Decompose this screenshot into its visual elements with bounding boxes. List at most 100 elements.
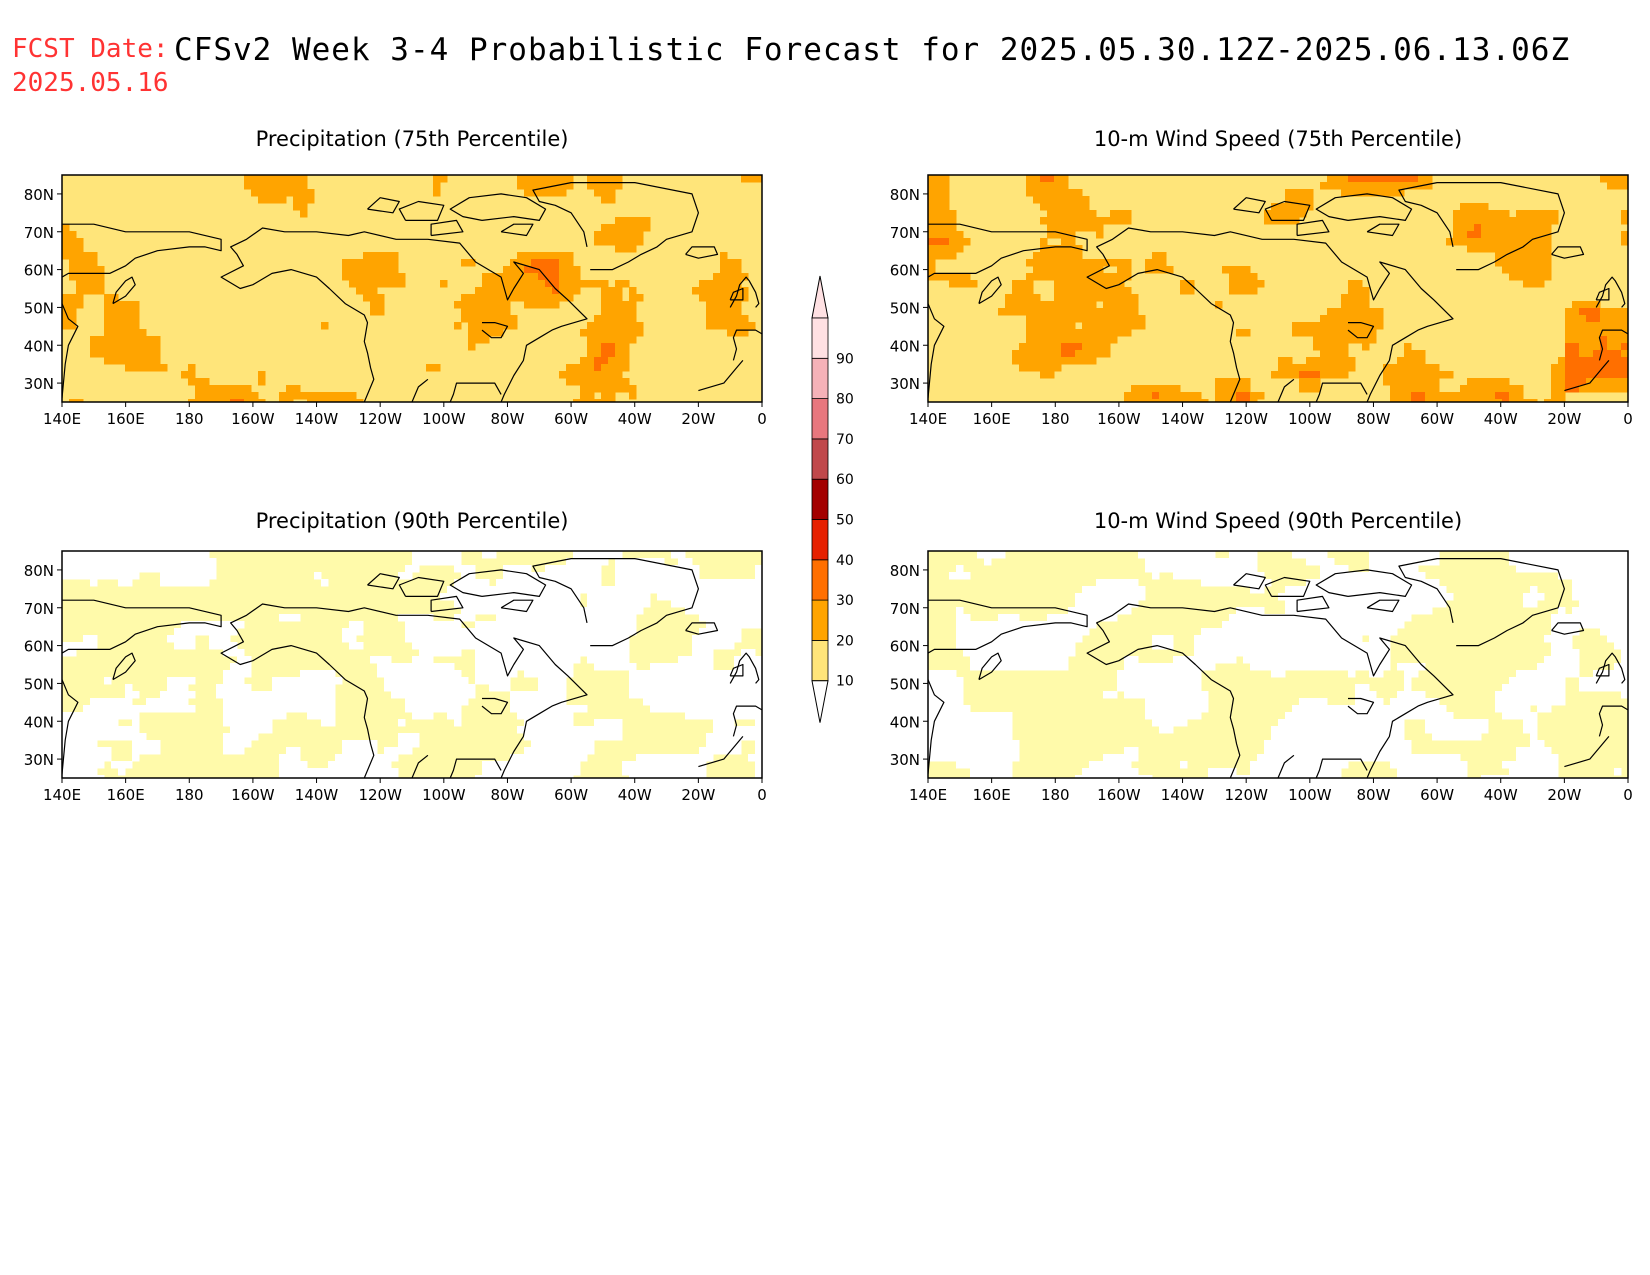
lat-tick-label: 60N [24, 638, 54, 656]
lat-tick-label: 50N [24, 299, 54, 317]
coastline [698, 360, 744, 392]
coastline [449, 569, 547, 598]
coastline [112, 276, 136, 305]
forecast-maps-figure: Precipitation (75th Percentile)140E 160E 1… [24, 127, 1633, 804]
lon-tick-label: 160W [1097, 410, 1141, 428]
colorbar-segment [811, 559, 829, 601]
coastline [1277, 754, 1295, 778]
probability-field [62, 175, 762, 402]
lon-tick-label: 100W [422, 410, 466, 428]
lat-tick-label: 60N [890, 262, 920, 280]
map-frame [927, 174, 1629, 403]
colorbar-label: 70 [836, 432, 854, 448]
colorbar-segment [811, 317, 829, 359]
figure-header: FCST Date: 2025.05.16 CFSv2 Week 3-4 Pro… [12, 30, 1632, 100]
colorbar-segment [811, 438, 829, 480]
lat-tick-label: 30N [890, 751, 920, 769]
lat-tick-label: 70N [24, 600, 54, 618]
lat-tick-label: 50N [890, 299, 920, 317]
coastline [1564, 360, 1610, 392]
coastline [1315, 193, 1413, 221]
colorbar-label: 80 [836, 392, 854, 408]
lat-tick-label: 60N [24, 262, 54, 280]
lon-tick-label: 60W [1420, 786, 1454, 804]
lon-tick-label: 0 [1623, 410, 1633, 428]
coastline [1315, 758, 1368, 778]
coastline [62, 223, 222, 278]
lon-tick-label: 160E [973, 410, 1011, 428]
coastline [729, 663, 744, 677]
lon-tick-label: 80W [490, 786, 524, 804]
colorbar-label: 10 [836, 674, 854, 690]
lat-tick-label: 40N [890, 337, 920, 355]
lon-tick-label: 140W [1161, 786, 1205, 804]
coastline [367, 573, 400, 590]
coastline [928, 599, 1088, 654]
coastline [1277, 378, 1295, 402]
coastline [978, 652, 1002, 681]
forecast-date-label: FCST Date: [12, 34, 169, 64]
lon-tick-label: 60W [554, 786, 588, 804]
coastline [732, 329, 762, 361]
lon-tick-label: 180 [175, 786, 204, 804]
map-panel-wind-90: 10-m Wind Speed (90th Percentile) 140E 160… [890, 509, 1633, 804]
map-frame [61, 550, 763, 779]
lon-tick-label: 120W [1224, 410, 1268, 428]
lon-tick-label: 160W [231, 786, 275, 804]
lon-tick-label: 40W [618, 786, 652, 804]
coastline [532, 182, 700, 271]
figure-title: CFSv2 Week 3-4 Probabilistic Forecast fo… [174, 32, 1571, 68]
coastline [1315, 569, 1413, 598]
coastline [1264, 576, 1311, 598]
coastline [1551, 622, 1585, 635]
lat-tick-label: 50N [24, 675, 54, 693]
lon-tick-label: 0 [757, 410, 767, 428]
coastline [500, 223, 534, 237]
coastline [1598, 329, 1628, 361]
panel-title: 10-m Wind Speed (75th Percentile) [1094, 127, 1462, 151]
colorbar-segment [811, 357, 829, 399]
coastline [1296, 595, 1330, 613]
colorbar-bottom-triangle [811, 680, 829, 723]
lon-tick-label: 160W [1097, 786, 1141, 804]
coastline [1598, 705, 1628, 737]
lat-tick-label: 40N [24, 337, 54, 355]
coastline [449, 193, 547, 221]
coastline [532, 557, 700, 647]
colorbar-label: 30 [836, 593, 854, 609]
coastline [449, 758, 502, 778]
coastline [62, 303, 79, 399]
lon-tick-label: 140E [909, 786, 947, 804]
coastline [1086, 227, 1454, 402]
coastline [1347, 697, 1375, 715]
colorbar-segment [811, 519, 829, 561]
lat-tick-label: 40N [890, 713, 920, 731]
coastline [1595, 652, 1626, 684]
lon-tick-label: 80W [1356, 786, 1390, 804]
coastline [978, 276, 1002, 305]
lon-tick-label: 20W [1547, 786, 1581, 804]
lon-tick-label: 20W [681, 786, 715, 804]
lat-tick-label: 60N [890, 638, 920, 656]
lon-tick-label: 120W [358, 410, 402, 428]
coastline [685, 246, 719, 259]
colorbar-top-triangle [811, 275, 829, 319]
coastline-layer [62, 182, 762, 402]
lon-tick-label: 180 [175, 410, 204, 428]
coastline [1398, 557, 1566, 647]
colorbar-label: 60 [836, 472, 854, 488]
lon-tick-label: 20W [1547, 410, 1581, 428]
coastline [1233, 197, 1266, 214]
coastline [928, 303, 945, 399]
panel-title: Precipitation (90th Percentile) [256, 509, 569, 533]
coastline-layer [62, 557, 762, 778]
coastline [500, 599, 534, 613]
lat-tick-label: 80N [890, 562, 920, 580]
coastline [1366, 599, 1400, 613]
forecast-date-value: 2025.05.16 [12, 68, 169, 98]
colorbar-label: 20 [836, 633, 854, 649]
lon-tick-label: 60W [1420, 410, 1454, 428]
lon-tick-label: 120W [1224, 786, 1268, 804]
map-panel-wind-75: 10-m Wind Speed (75th Percentile) 140E 160… [890, 127, 1633, 428]
coastline [220, 227, 588, 402]
